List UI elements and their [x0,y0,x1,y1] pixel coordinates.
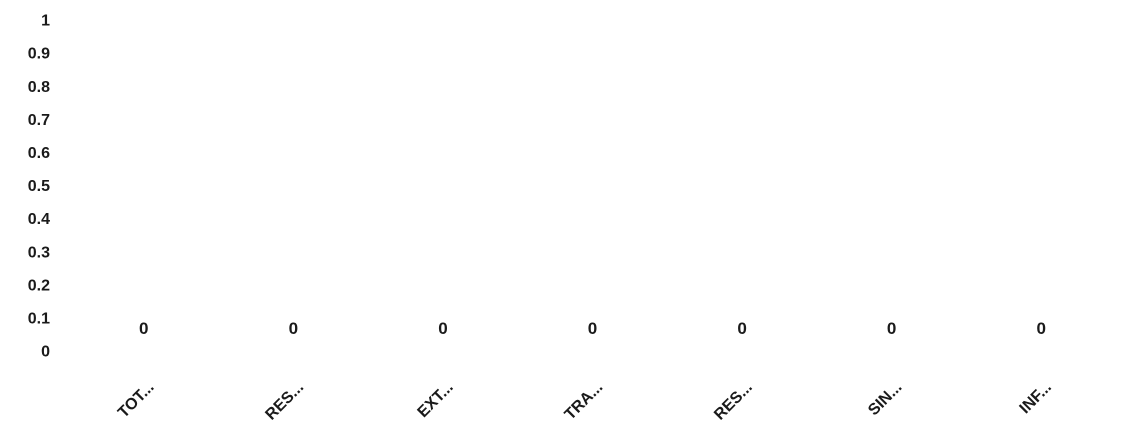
data-label: 0 [139,319,148,338]
data-label: 0 [1036,319,1045,338]
data-label: 0 [289,319,298,338]
y-tick-label: 1 [41,13,50,30]
y-tick-label: 0.6 [28,145,50,162]
y-tick-label: 0.1 [28,311,50,328]
y-axis: 0 0.1 0.2 0.3 0.4 0.5 0.6 0.7 0.8 0.9 1 [28,13,50,361]
data-label: 0 [438,319,447,338]
y-tick-label: 0.4 [28,211,50,228]
y-tick-label: 0.2 [28,277,50,294]
y-tick-label: 0 [41,344,50,361]
y-tick-label: 0.5 [28,178,50,195]
data-label: 0 [737,319,746,338]
data-label: 0 [588,319,597,338]
y-tick-label: 0.3 [28,244,50,261]
y-tick-label: 0.8 [28,79,50,96]
data-labels: 0 0 0 0 0 0 0 [139,319,1046,338]
y-tick-label: 0.7 [28,112,50,129]
data-label: 0 [887,319,896,338]
y-tick-label: 0.9 [28,46,50,63]
